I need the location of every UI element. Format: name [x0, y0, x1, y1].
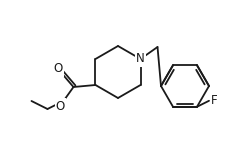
Text: O: O [54, 62, 63, 75]
Text: O: O [56, 99, 65, 112]
Text: F: F [211, 94, 217, 107]
Text: N: N [136, 52, 145, 65]
